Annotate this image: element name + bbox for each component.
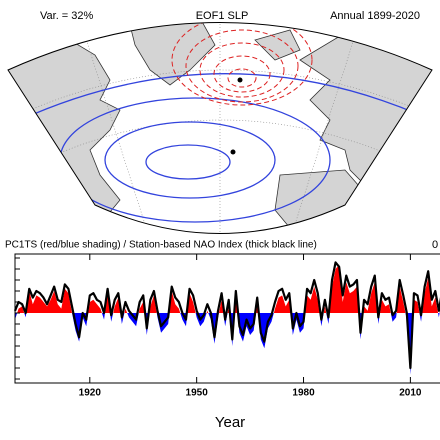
station-south	[230, 149, 236, 155]
map-frame	[7, 22, 433, 234]
panel-title: PC1TS (red/blue shading) / Station-based…	[5, 240, 317, 251]
nao-line	[13, 261, 440, 370]
var-label: Var. = 32%	[40, 10, 94, 22]
x-tick-label: 1950	[186, 388, 209, 399]
x-tick-label: 1980	[292, 388, 315, 399]
map	[7, 22, 433, 234]
x-axis-label: Year	[215, 414, 245, 431]
positive-area	[15, 264, 440, 313]
plot-frame	[14, 253, 440, 384]
x-tick-label: 1920	[79, 388, 102, 399]
station-north	[237, 77, 243, 83]
negative-contours	[19, 73, 421, 223]
x-tick-label: 2010	[399, 388, 422, 399]
positive-contours	[171, 22, 313, 106]
period-label: Annual 1899-2020	[330, 10, 420, 22]
graticule	[29, 22, 421, 234]
annotation: 0	[432, 239, 438, 251]
map-title: EOF1 SLP	[196, 10, 249, 22]
